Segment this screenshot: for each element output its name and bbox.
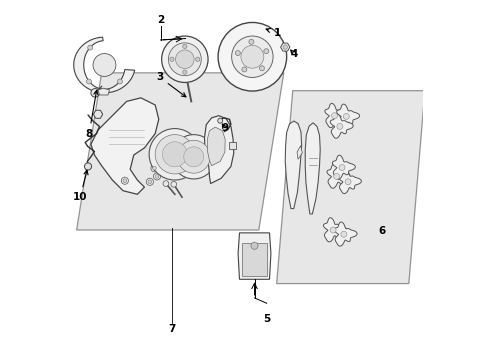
Polygon shape bbox=[329, 114, 352, 138]
Circle shape bbox=[171, 181, 176, 187]
Circle shape bbox=[329, 227, 335, 233]
Polygon shape bbox=[285, 121, 301, 208]
Polygon shape bbox=[98, 88, 109, 95]
Polygon shape bbox=[338, 170, 361, 194]
Bar bbox=[242, 243, 266, 276]
Text: 8: 8 bbox=[85, 90, 98, 139]
Circle shape bbox=[231, 36, 272, 77]
Polygon shape bbox=[296, 146, 302, 159]
Circle shape bbox=[87, 45, 93, 50]
Polygon shape bbox=[74, 37, 134, 93]
Circle shape bbox=[153, 173, 160, 180]
Polygon shape bbox=[326, 164, 349, 188]
Polygon shape bbox=[332, 155, 355, 179]
Circle shape bbox=[248, 39, 253, 44]
Circle shape bbox=[86, 79, 91, 84]
Circle shape bbox=[152, 166, 156, 170]
Circle shape bbox=[340, 231, 346, 237]
Circle shape bbox=[195, 57, 200, 62]
Circle shape bbox=[168, 43, 201, 76]
Circle shape bbox=[117, 79, 122, 84]
Polygon shape bbox=[93, 110, 102, 118]
Circle shape bbox=[175, 50, 194, 68]
Circle shape bbox=[183, 147, 203, 167]
Circle shape bbox=[149, 129, 200, 180]
Text: 4: 4 bbox=[289, 49, 297, 59]
Bar bbox=[229, 142, 235, 149]
Circle shape bbox=[343, 113, 348, 120]
Polygon shape bbox=[91, 98, 159, 194]
Text: 1: 1 bbox=[265, 28, 281, 38]
Polygon shape bbox=[238, 233, 270, 279]
Text: 6: 6 bbox=[378, 226, 385, 236]
Text: 9: 9 bbox=[221, 123, 228, 133]
Polygon shape bbox=[207, 127, 225, 166]
Circle shape bbox=[169, 57, 174, 62]
Circle shape bbox=[242, 67, 246, 72]
Circle shape bbox=[263, 49, 268, 54]
Circle shape bbox=[331, 113, 337, 119]
Circle shape bbox=[163, 181, 168, 186]
Circle shape bbox=[155, 175, 159, 178]
Circle shape bbox=[336, 123, 342, 129]
Circle shape bbox=[148, 180, 151, 184]
Polygon shape bbox=[204, 116, 233, 184]
Circle shape bbox=[93, 54, 116, 76]
Polygon shape bbox=[323, 218, 346, 242]
Polygon shape bbox=[305, 123, 320, 214]
Circle shape bbox=[283, 45, 287, 49]
Polygon shape bbox=[280, 43, 289, 51]
Circle shape bbox=[151, 165, 158, 172]
Circle shape bbox=[146, 178, 153, 185]
Circle shape bbox=[171, 135, 216, 179]
Circle shape bbox=[250, 242, 258, 249]
Circle shape bbox=[91, 89, 99, 97]
Circle shape bbox=[345, 179, 350, 185]
Circle shape bbox=[84, 163, 91, 170]
Polygon shape bbox=[77, 73, 283, 230]
Circle shape bbox=[338, 165, 345, 171]
Text: 5: 5 bbox=[263, 314, 270, 324]
Circle shape bbox=[217, 118, 222, 123]
Polygon shape bbox=[324, 103, 347, 127]
Polygon shape bbox=[336, 104, 359, 128]
Text: 7: 7 bbox=[168, 324, 176, 334]
Polygon shape bbox=[333, 222, 356, 246]
Circle shape bbox=[123, 179, 126, 183]
Circle shape bbox=[155, 135, 194, 174]
Circle shape bbox=[218, 22, 286, 91]
Circle shape bbox=[162, 36, 207, 82]
Circle shape bbox=[183, 44, 186, 49]
Circle shape bbox=[177, 140, 210, 173]
Circle shape bbox=[241, 45, 263, 68]
Circle shape bbox=[259, 66, 264, 71]
Text: 3: 3 bbox=[156, 72, 185, 97]
Polygon shape bbox=[276, 91, 424, 284]
Circle shape bbox=[162, 142, 187, 167]
Circle shape bbox=[333, 174, 339, 179]
Text: 2: 2 bbox=[157, 15, 164, 24]
Circle shape bbox=[183, 70, 186, 74]
Text: 10: 10 bbox=[73, 170, 88, 202]
Circle shape bbox=[121, 177, 128, 184]
Circle shape bbox=[235, 50, 240, 55]
